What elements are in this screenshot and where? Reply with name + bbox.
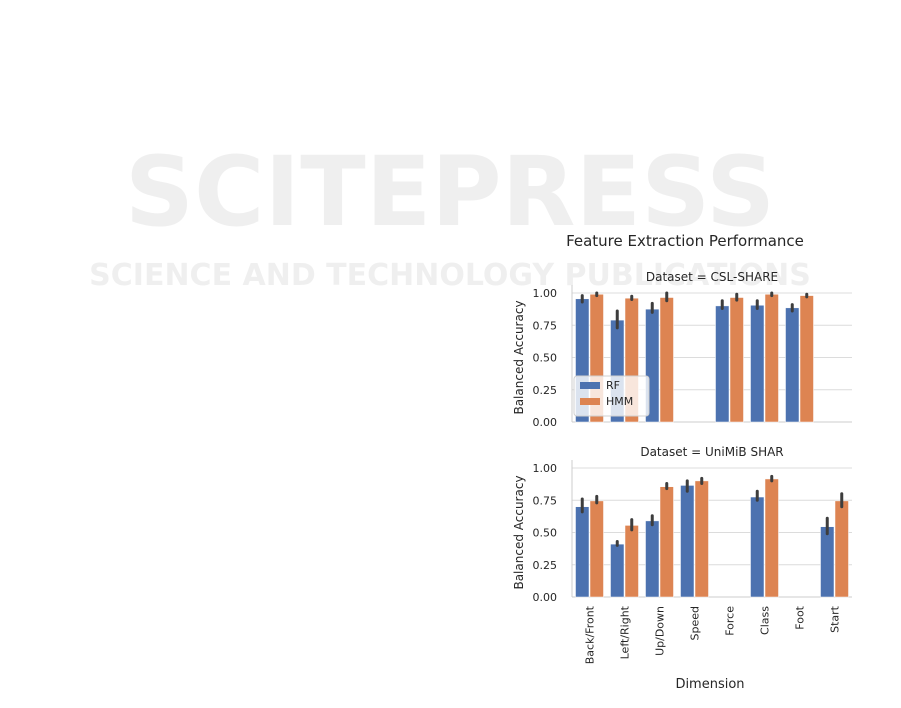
x-tick-label: Up/Down: [654, 606, 667, 656]
x-tick-label: Class: [759, 606, 772, 635]
x-tick-label: Back/Front: [584, 605, 597, 664]
bar-hmm: [764, 294, 779, 423]
panel-csl-share: Dataset = CSL-SHARE 0.00 0.25 0.50 0.75 1.00 B…: [512, 270, 852, 429]
legend: RF HMM: [573, 375, 650, 417]
bar-hmm: [589, 500, 604, 598]
chart-suptitle: Feature Extraction Performance: [566, 232, 804, 250]
legend-label-rf: RF: [606, 379, 620, 392]
panel-unimib-shar: Dataset = UniMiB SHAR 0.00 0.25 0.50 0.75 1.0…: [512, 445, 852, 664]
y-axis-label: Balanced Accuracy: [512, 300, 526, 414]
y-tick-label: 0.50: [533, 527, 558, 540]
y-tick-label: 0.00: [533, 591, 558, 604]
bar-rf: [820, 526, 835, 598]
legend-label-hmm: HMM: [606, 395, 633, 408]
panel-title: Dataset = CSL-SHARE: [646, 270, 778, 284]
bar-hmm: [799, 295, 814, 423]
bar-rf: [785, 307, 800, 423]
y-tick-label: 0.00: [533, 416, 558, 429]
bar-hmm: [694, 480, 709, 598]
bar-hmm: [624, 525, 639, 598]
bar-hmm: [764, 478, 779, 598]
y-axis-label: Balanced Accuracy: [512, 475, 526, 589]
bar-rf: [645, 520, 660, 598]
y-tick-label: 0.25: [533, 384, 558, 397]
watermark-main: SCITEPRESS: [125, 136, 775, 248]
bar-hmm: [834, 500, 849, 598]
watermark: SCITEPRESS SCIENCE AND TECHNOLOGY PUBLIC…: [89, 136, 811, 293]
x-tick-label: Speed: [689, 606, 702, 640]
legend-swatch-rf: [580, 382, 600, 389]
bar-rf: [575, 506, 590, 598]
bar-rf: [750, 305, 765, 423]
y-tick-label: 0.75: [533, 494, 558, 507]
bar-rf: [715, 305, 730, 423]
bar-hmm: [729, 297, 744, 423]
x-tick-label: Left/Right: [619, 605, 632, 659]
y-tick-label: 0.75: [533, 319, 558, 332]
x-tick-label: Foot: [794, 605, 807, 629]
bar-hmm: [659, 486, 674, 598]
y-tick-label: 0.25: [533, 559, 558, 572]
y-tick-label: 1.00: [533, 462, 558, 475]
bar-rf: [680, 485, 695, 598]
x-axis-label: Dimension: [675, 677, 744, 692]
x-tick-label: Force: [724, 606, 737, 636]
watermark-sub: SCIENCE AND TECHNOLOGY PUBLICATIONS: [89, 258, 811, 293]
y-tick-label: 1.00: [533, 287, 558, 300]
y-tick-label: 0.50: [533, 352, 558, 365]
bar-rf: [750, 496, 765, 598]
bar-rf: [610, 543, 625, 598]
legend-swatch-hmm: [580, 398, 600, 405]
panel-title: Dataset = UniMiB SHAR: [640, 445, 783, 459]
x-tick-label: Start: [829, 605, 842, 633]
bar-hmm: [659, 297, 674, 423]
